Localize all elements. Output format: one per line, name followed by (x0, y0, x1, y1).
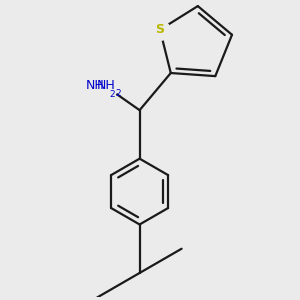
Text: NH: NH (97, 79, 115, 92)
Text: NH: NH (85, 79, 104, 92)
Text: 2: 2 (116, 89, 121, 98)
Text: S: S (155, 23, 164, 36)
Text: 2: 2 (109, 90, 115, 99)
